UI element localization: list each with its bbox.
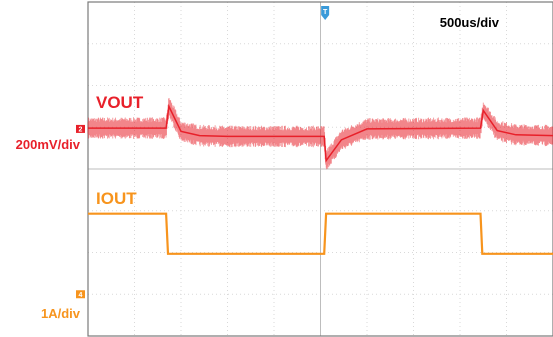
iout-trace [88, 212, 553, 255]
trigger-marker-icon: T [321, 6, 330, 20]
grid [87, 1, 553, 337]
ch4-ground-marker-label: 4 [79, 292, 83, 299]
iout-scale-label: 1A/div [41, 306, 81, 321]
ch2-ground-marker-label: 2 [79, 126, 83, 133]
vout-series-label: VOUT [96, 93, 144, 112]
ch4-ground-marker-icon: 4 [76, 290, 85, 299]
traces [87, 98, 553, 255]
vout-scale-label: 200mV/div [16, 137, 81, 152]
plot-border [87, 1, 553, 337]
ch2-ground-marker-icon: 2 [76, 124, 85, 133]
trigger-marker-label: T [323, 9, 328, 16]
timebase-label: 500us/div [440, 15, 500, 30]
iout-series-label: IOUT [96, 189, 137, 208]
vout-trace [88, 103, 553, 163]
